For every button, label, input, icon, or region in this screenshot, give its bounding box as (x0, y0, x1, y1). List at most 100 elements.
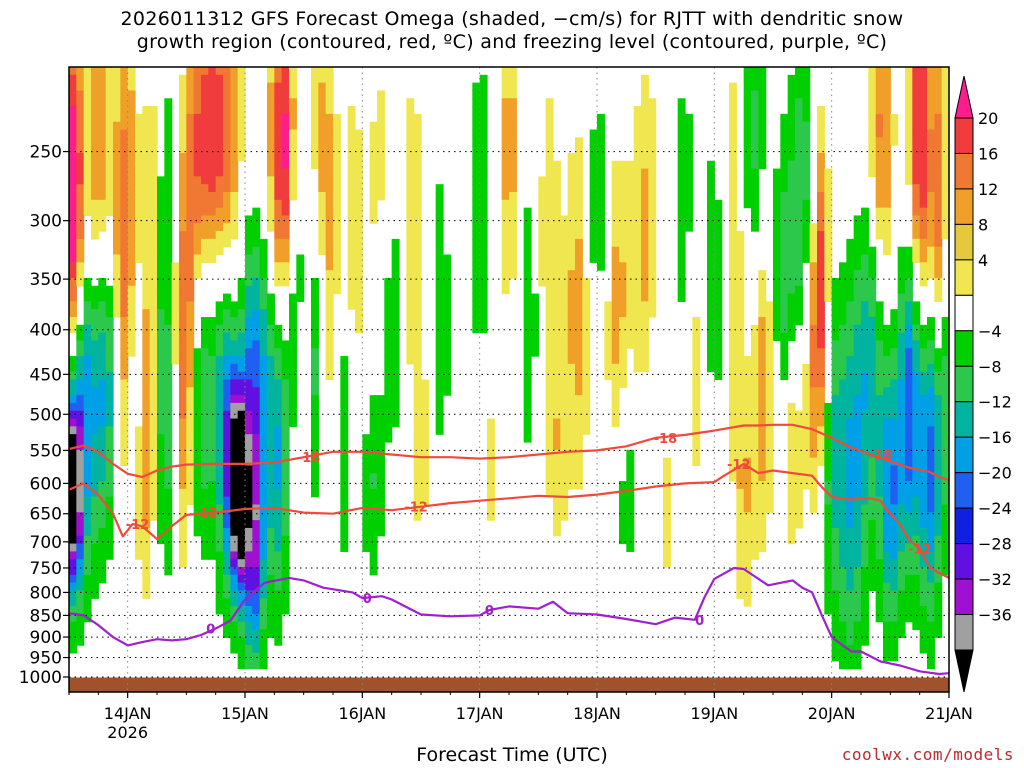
omega-cell (927, 379, 935, 388)
omega-cell (435, 215, 444, 224)
omega-cell (817, 418, 825, 427)
omega-cell (751, 145, 759, 154)
y-tick-label: 850 (30, 606, 62, 626)
omega-cell (677, 184, 686, 193)
omega-cell (648, 285, 657, 295)
omega-cell (83, 387, 92, 396)
omega-cell (406, 121, 415, 131)
omega-cell (157, 387, 165, 396)
omega-cell (868, 82, 877, 92)
omega-cell (919, 176, 928, 185)
omega-cell (597, 262, 605, 271)
omega-cell (663, 512, 671, 521)
omega-cell (149, 348, 158, 357)
omega-cell (868, 152, 877, 162)
omega-cell (479, 293, 488, 302)
omega-cell (120, 90, 129, 99)
omega-cell (868, 488, 877, 498)
omega-cell (941, 121, 949, 131)
omega-cell (934, 621, 943, 631)
omega-cell (157, 379, 165, 388)
omega-cell (201, 512, 209, 521)
omega-cell (252, 426, 261, 435)
omega-cell (729, 379, 737, 388)
omega-cell (648, 129, 657, 138)
omega-cell (509, 113, 517, 123)
omega-cell (267, 207, 275, 217)
omega-cell (472, 293, 481, 302)
omega-cell (127, 231, 136, 240)
omega-cell (934, 348, 943, 357)
omega-cell (355, 168, 363, 177)
omega-cell (934, 223, 943, 232)
omega-cell (142, 434, 151, 443)
omega-cell (861, 520, 869, 529)
omega-cell (839, 277, 847, 287)
omega-cell (839, 637, 847, 646)
omega-cell (677, 270, 686, 279)
omega-cell (274, 637, 283, 646)
omega-cell (729, 371, 737, 381)
omega-cell (817, 152, 825, 162)
omega-cell (736, 324, 745, 334)
omega-cell (751, 543, 759, 552)
omega-cell (824, 285, 833, 295)
omega-cell (809, 238, 818, 248)
omega-cell (934, 527, 943, 537)
omega-cell (149, 481, 158, 490)
omega-cell (648, 137, 657, 146)
omega-cell (677, 176, 686, 185)
omega-cell (318, 129, 327, 138)
omega-cell (839, 520, 847, 529)
omega-cell (435, 270, 444, 279)
omega-cell (340, 449, 349, 459)
omega-cell (230, 590, 239, 599)
omega-cell (201, 317, 209, 326)
omega-cell (193, 137, 202, 146)
omega-cell (142, 481, 151, 490)
omega-cell (780, 199, 789, 209)
omega-cell (325, 348, 334, 357)
omega-cell (853, 434, 862, 443)
omega-cell (626, 246, 635, 256)
omega-cell (171, 262, 180, 271)
omega-cell (919, 231, 928, 240)
omega-cell (237, 285, 246, 295)
omega-cell (435, 324, 444, 334)
omega-cell (311, 67, 319, 76)
omega-cell (934, 512, 943, 521)
omega-cell (311, 371, 319, 381)
omega-cell (113, 129, 121, 138)
omega-cell (751, 535, 759, 545)
omega-cell (868, 74, 877, 84)
omega-cell (853, 481, 862, 490)
omega-cell (883, 449, 891, 459)
omega-cell (736, 434, 745, 443)
omega-cell (164, 113, 173, 123)
omega-cell (736, 410, 745, 420)
contour-label: 0 (485, 604, 494, 619)
omega-cell (780, 363, 789, 373)
omega-cell (179, 496, 187, 506)
omega-cell (259, 301, 268, 310)
omega-cell (831, 426, 840, 435)
omega-cell (868, 434, 877, 443)
omega-cell (98, 465, 107, 474)
omega-cell (186, 152, 195, 162)
omega-cell (377, 121, 385, 131)
omega-cell (729, 168, 737, 177)
omega-cell (259, 340, 268, 349)
omega-cell (186, 129, 195, 138)
omega-cell (208, 418, 217, 427)
omega-cell (934, 293, 943, 302)
omega-cell (824, 184, 833, 193)
omega-cell (875, 145, 884, 154)
omega-cell (773, 317, 781, 326)
omega-cell (413, 496, 422, 506)
omega-cell (91, 535, 99, 545)
omega-cell (531, 348, 539, 357)
omega-cell (743, 481, 752, 490)
omega-cell (780, 246, 789, 256)
omega-cell (274, 152, 283, 162)
omega-cell (890, 590, 899, 599)
